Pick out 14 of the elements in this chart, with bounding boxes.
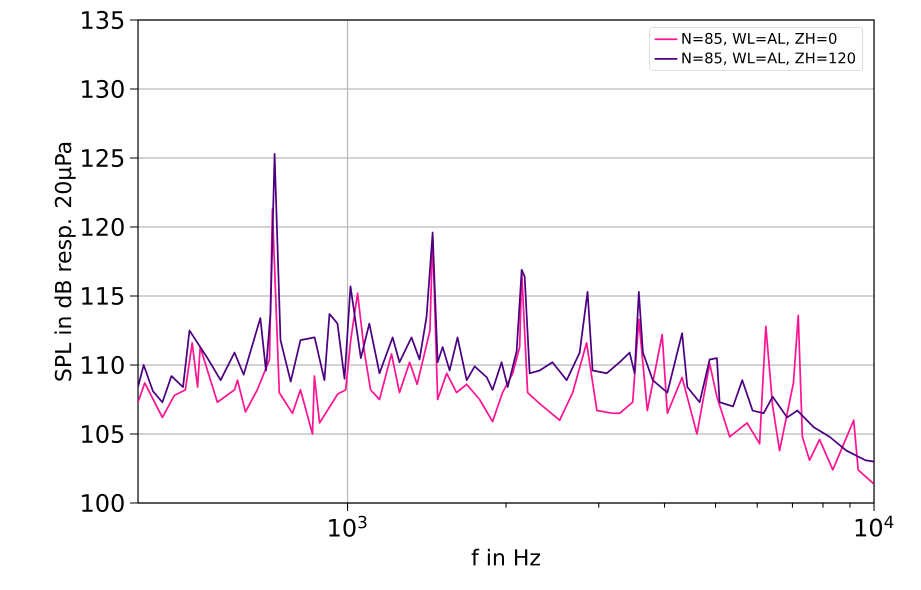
legend-label: N=85, WL=AL, ZH=0: [682, 32, 836, 46]
y-tick-label: 125: [82, 148, 124, 168]
y-tick-label: 100: [82, 494, 124, 512]
x-tick-label: 10$^{3}$: [329, 516, 366, 537]
y-tick-label: 120: [82, 218, 124, 236]
x-axis-title: f in Hz: [472, 548, 540, 566]
y-tick-label: 115: [82, 287, 124, 305]
y-tick-label: 105: [82, 424, 124, 444]
y-tick-label: 130: [82, 80, 124, 98]
x-tick-label: 10$^{4}$: [856, 516, 894, 537]
legend-label: N=85, WL=AL, ZH=120: [682, 52, 856, 65]
y-tick-label: 135: [82, 10, 124, 30]
y-axis-title: SPL in dB resp. 20μPa: [54, 142, 76, 381]
y-tick-label: 110: [82, 356, 124, 374]
